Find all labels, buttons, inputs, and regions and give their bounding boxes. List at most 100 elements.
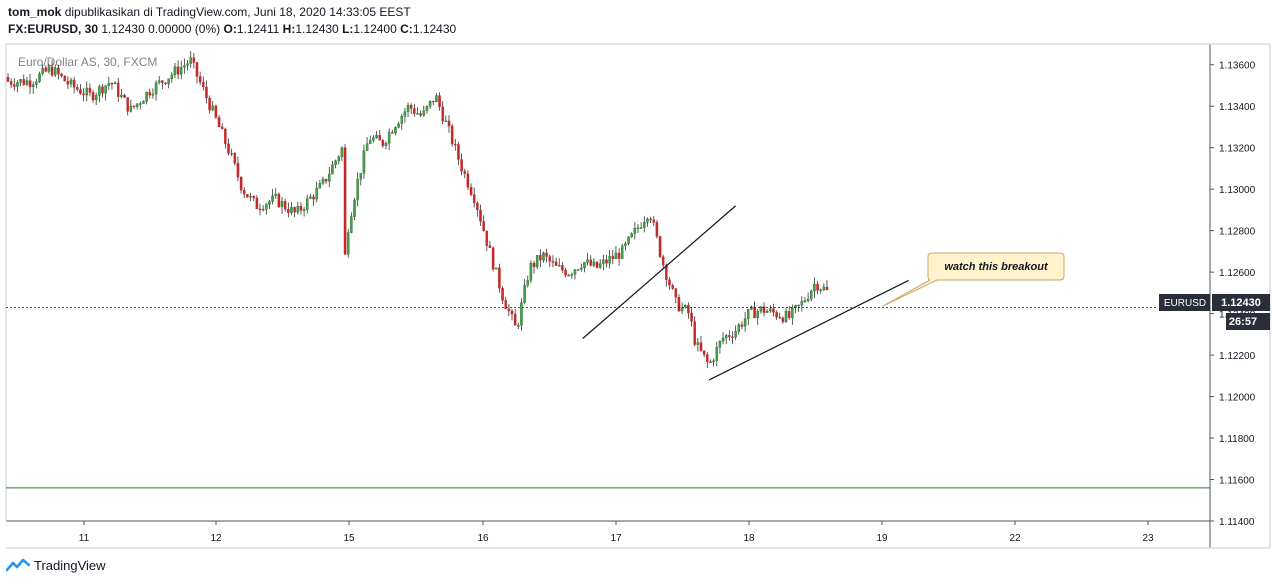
candle-up: [397, 123, 400, 128]
price-tick-label: 1.12000: [1219, 393, 1256, 404]
candle-down: [343, 147, 347, 255]
candle-down: [469, 187, 473, 195]
candle-down: [50, 66, 54, 76]
symbol-label: FX:EURUSD, 30: [8, 22, 99, 36]
candle-up: [592, 261, 596, 266]
candle-down: [224, 128, 227, 144]
price-badge: EURUSD 1.12430 26:57: [1159, 294, 1270, 330]
high-value: 1.12430: [295, 22, 339, 36]
candle-down: [617, 252, 621, 259]
candle-up: [803, 300, 807, 302]
candle-up: [614, 252, 618, 259]
candle-up: [586, 259, 589, 263]
candle-up: [444, 120, 448, 123]
candle-up: [743, 318, 747, 327]
symbol-badge: EURUSD: [1164, 298, 1206, 309]
candle-down: [431, 100, 435, 103]
candle-down: [299, 205, 303, 211]
candle-down: [507, 308, 511, 312]
candle-up: [558, 265, 561, 267]
candle-down: [176, 66, 180, 75]
candle-down: [476, 202, 479, 211]
candle-up: [331, 164, 334, 175]
candle-up: [630, 233, 633, 238]
candle-up: [151, 93, 155, 96]
candle-down: [217, 117, 221, 127]
time-axis[interactable]: 11 12 15 16 17 18 19 22 23: [79, 521, 1154, 544]
price-tick-label: 1.11800: [1219, 434, 1255, 445]
candle-up: [567, 274, 570, 277]
candle-down: [548, 256, 552, 262]
candle-down: [762, 306, 766, 313]
candle-down: [485, 230, 489, 246]
candle-up: [290, 207, 293, 214]
candle-up: [359, 173, 363, 180]
candle-down: [164, 82, 167, 85]
price-tick-label: 1.12600: [1219, 268, 1256, 279]
candle-down: [91, 92, 95, 101]
candle-down: [233, 153, 237, 164]
candle-up: [189, 57, 192, 64]
time-tick-label: 16: [477, 533, 489, 544]
candle-down: [816, 283, 819, 291]
candle-up: [416, 113, 419, 115]
candle-up: [167, 78, 170, 85]
candle-up: [315, 187, 318, 200]
time-tick-label: 22: [1009, 533, 1021, 544]
candle-down: [214, 105, 218, 118]
candle-up: [621, 245, 624, 259]
candle-up: [529, 262, 533, 281]
candle-up: [810, 290, 813, 300]
candle-down: [450, 125, 454, 145]
candle-down: [79, 89, 82, 94]
trendline-2[interactable]: [708, 279, 909, 381]
candle-up: [542, 252, 545, 261]
footer[interactable]: TradingView: [6, 558, 106, 573]
candle-up: [639, 227, 643, 229]
chart-header: tom_mok dipublikasikan di TradingView.co…: [8, 4, 456, 38]
chart-frame: [5, 43, 1271, 549]
symbol-badge-bg: [1159, 294, 1210, 311]
tradingview-logo-icon: [6, 558, 30, 571]
chart-watermark: Euro/Dollar AS, 30, FXCM: [18, 55, 157, 69]
candle-down: [88, 87, 92, 93]
candle-up: [806, 298, 810, 301]
candle-up: [608, 256, 611, 264]
candle-down: [753, 306, 756, 319]
author-name[interactable]: tom_mok: [8, 5, 62, 19]
candle-down: [9, 81, 13, 85]
trendline-1[interactable]: [582, 205, 737, 339]
candle-up: [784, 310, 788, 322]
candle-up: [129, 105, 133, 112]
annotation-callout[interactable]: watch this breakout: [882, 252, 1065, 307]
candle-up: [435, 95, 438, 103]
candle-down: [277, 193, 281, 208]
candle-down: [44, 67, 48, 72]
candle-down: [312, 196, 315, 200]
price-tick-label: 1.11600: [1219, 476, 1255, 487]
candle-down: [728, 335, 731, 337]
candle-up: [334, 160, 337, 165]
candle-up: [425, 106, 429, 111]
close-value: 1.12430: [412, 22, 457, 36]
time-tick-label: 23: [1142, 533, 1154, 544]
candle-up: [769, 308, 772, 312]
candle-up: [737, 324, 741, 332]
drawings[interactable]: [6, 205, 1210, 489]
candle-up: [309, 196, 312, 199]
candle-up: [94, 95, 98, 101]
candle-down: [57, 67, 60, 75]
candle-up: [580, 267, 583, 270]
candle-down: [230, 153, 233, 155]
candle-up: [31, 84, 35, 88]
candle-down: [501, 288, 504, 301]
candle-up: [813, 283, 816, 292]
candle-down: [463, 171, 466, 174]
candle-up: [365, 143, 369, 151]
candle-down: [63, 75, 66, 82]
candle-up: [69, 79, 73, 85]
candle-down: [554, 261, 558, 266]
candle-down: [510, 310, 514, 315]
candle-down: [605, 259, 608, 264]
